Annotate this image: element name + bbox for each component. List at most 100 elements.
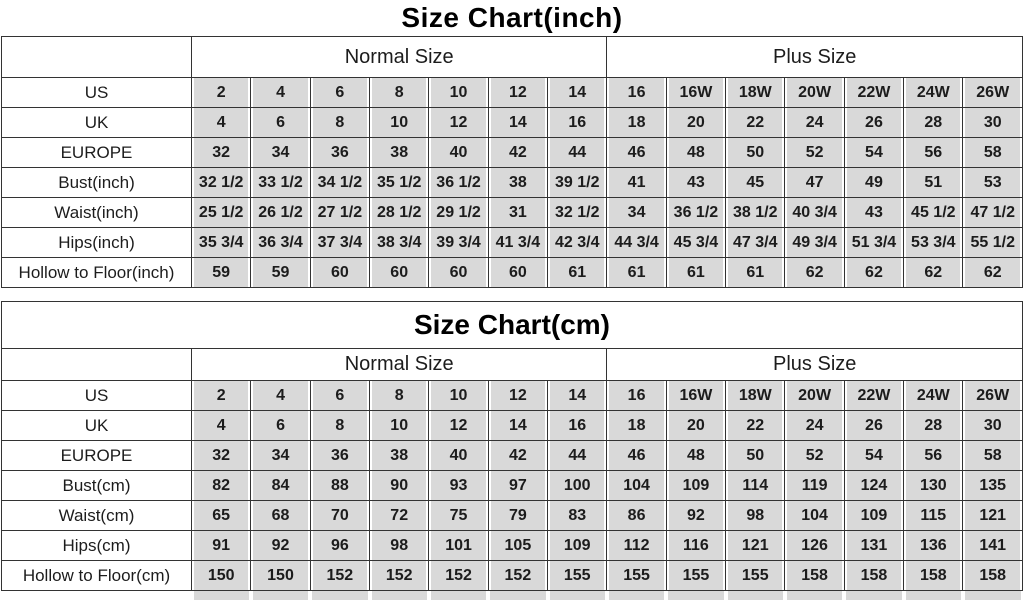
size-cell: 4 — [250, 77, 311, 108]
size-cell-value: 39 3/4 — [431, 228, 486, 257]
size-cell-value: 109 — [846, 501, 902, 530]
size-chart-inch-table: Normal Size Plus Size US 2 4 6 8 10 12 14 16 16W 18W… — [1, 36, 1023, 288]
size-cell: 61 — [547, 257, 608, 288]
size-cell: 4 — [190, 410, 252, 441]
size-cell: 56 — [903, 137, 964, 168]
size-cell: 18 — [606, 107, 667, 138]
size-cell-value: 155 — [728, 561, 783, 590]
size-cell: 62 — [843, 257, 905, 288]
size-cell: 32 — [190, 440, 252, 471]
size-cell-value: 34 1/2 — [312, 168, 368, 197]
size-cell: 155 — [725, 560, 786, 591]
cut-off-cell — [369, 590, 429, 600]
size-cell-value: 8 — [312, 411, 368, 440]
cut-off-cell-fill — [608, 591, 665, 600]
size-cell-value: 6 — [253, 411, 308, 440]
size-cell-value: 24 — [787, 108, 842, 137]
size-cell-value: 16 — [609, 78, 664, 107]
size-cell-value: 34 — [253, 138, 308, 167]
table-row: EUROPE 32 34 36 38 40 42 44 46 48 50 52 54 56 58 — [1, 440, 1023, 471]
size-cell-value: 47 3/4 — [728, 228, 783, 257]
size-cell: 36 — [309, 137, 371, 168]
size-cell: 16W — [665, 380, 727, 411]
size-cell: 131 — [843, 530, 905, 561]
size-cell-value: 44 — [550, 138, 605, 167]
size-cell-value: 20W — [787, 381, 842, 410]
size-cell: 65 — [190, 500, 252, 531]
size-cell: 18W — [725, 77, 786, 108]
size-cell: 109 — [665, 470, 727, 501]
size-cell-value: 42 — [490, 441, 546, 470]
size-cell-value: 58 — [965, 441, 1020, 470]
size-cell-value: 61 — [728, 258, 783, 287]
size-cell-value: 41 — [609, 168, 664, 197]
size-cell: 22 — [725, 410, 786, 441]
size-cell: 14 — [547, 380, 608, 411]
size-cell: 48 — [665, 137, 727, 168]
size-cell: 35 1/2 — [369, 167, 430, 198]
cut-off-cell-fill — [786, 591, 843, 600]
size-cell-value: 68 — [253, 501, 308, 530]
size-cell-value: 32 — [194, 138, 249, 167]
size-cell: 28 1/2 — [369, 197, 430, 228]
size-cell: 115 — [903, 500, 964, 531]
size-cell-value: 40 — [431, 441, 486, 470]
size-cell-value: 28 — [906, 108, 961, 137]
size-cell-value: 12 — [490, 78, 546, 107]
row-label: Hollow to Floor(cm) — [1, 560, 192, 591]
size-cell: 38 — [369, 440, 430, 471]
size-cell: 27 1/2 — [309, 197, 371, 228]
size-cell: 42 — [487, 440, 549, 471]
size-cell-value: 26 1/2 — [253, 198, 308, 227]
size-cell: 30 — [962, 107, 1023, 138]
size-cell-value: 115 — [906, 501, 961, 530]
size-cell-value: 53 — [965, 168, 1020, 197]
size-cell: 62 — [962, 257, 1023, 288]
cut-off-cell-fill — [430, 591, 487, 600]
size-cell: 38 — [487, 167, 549, 198]
size-cell-value: 62 — [787, 258, 842, 287]
size-cell: 51 3/4 — [843, 227, 905, 258]
size-cell-value: 158 — [965, 561, 1020, 590]
group-header-row: Normal Size Plus Size — [1, 36, 1023, 78]
size-cell-value: 92 — [668, 501, 724, 530]
size-cell: 152 — [369, 560, 430, 591]
group-header-row: Normal Size Plus Size — [1, 348, 1023, 381]
size-cell-value: 43 — [668, 168, 724, 197]
size-cell-value: 45 1/2 — [906, 198, 961, 227]
size-cell: 54 — [843, 137, 905, 168]
size-cell: 47 1/2 — [962, 197, 1023, 228]
size-cell: 34 — [606, 197, 667, 228]
size-cell: 26 1/2 — [250, 197, 311, 228]
size-cell: 8 — [309, 410, 371, 441]
size-cell-value: 135 — [965, 471, 1020, 500]
size-cell: 10 — [369, 107, 430, 138]
size-cell-value: 158 — [846, 561, 902, 590]
row-label: Bust(cm) — [1, 470, 192, 501]
size-cell: 86 — [606, 500, 667, 531]
size-cell-value: 38 — [490, 168, 546, 197]
size-cell: 14 — [547, 77, 608, 108]
row-label: Waist(inch) — [1, 197, 192, 228]
size-cell: 119 — [784, 470, 845, 501]
size-cell-value: 24W — [906, 78, 961, 107]
table-row: UK 4 6 8 10 12 14 16 18 20 22 24 26 28 30 — [1, 410, 1023, 441]
size-cell-value: 36 — [312, 138, 368, 167]
size-cell-value: 62 — [906, 258, 961, 287]
size-cell: 26 — [843, 410, 905, 441]
size-cell: 20W — [784, 380, 845, 411]
size-cell-value: 4 — [253, 381, 308, 410]
size-cell-value: 54 — [846, 138, 902, 167]
size-cell: 36 — [309, 440, 371, 471]
size-cell-value: 22 — [728, 411, 783, 440]
size-cell-value: 18 — [609, 108, 664, 137]
size-cell-value: 2 — [194, 381, 249, 410]
cut-off-cell — [903, 590, 963, 600]
size-cell-value: 79 — [490, 501, 546, 530]
size-cell: 12 — [487, 380, 549, 411]
size-cell-value: 84 — [253, 471, 308, 500]
size-cell-value: 12 — [431, 108, 486, 137]
size-cell-value: 100 — [550, 471, 605, 500]
cut-off-label-cell — [1, 590, 192, 600]
size-cell-value: 14 — [550, 78, 605, 107]
